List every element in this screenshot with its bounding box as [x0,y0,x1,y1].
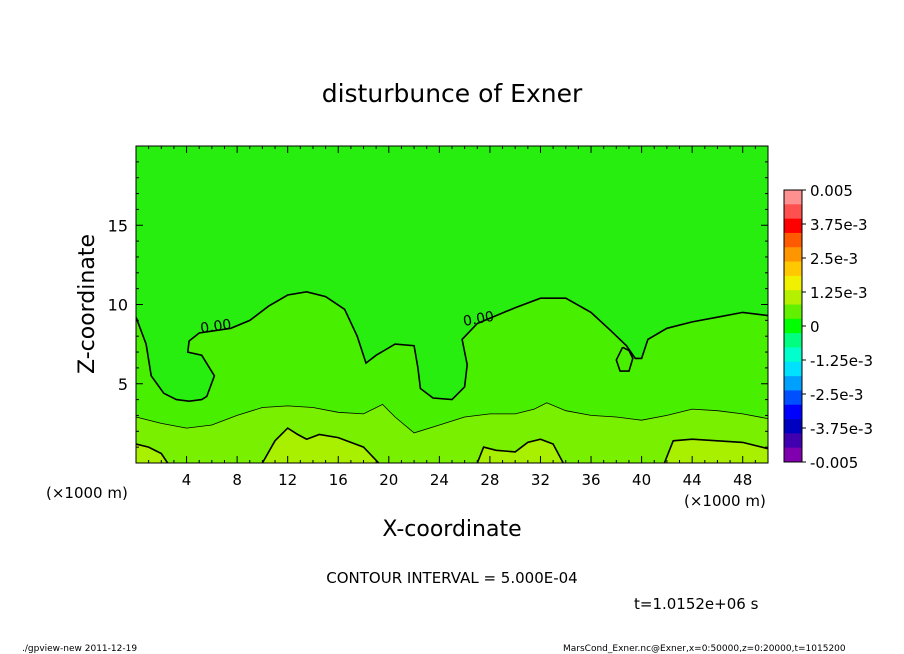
x-tick-label-40: 40 [632,471,651,489]
colorbar-label: 0.005 [810,182,853,200]
colorbar-swatch-13 [784,361,802,377]
y-tick-label-5: 5 [118,375,128,394]
x-tick-label-48: 48 [733,471,752,489]
colorbar-swatch-15 [784,390,802,406]
colorbar-swatch-4 [784,232,802,248]
y-tick-label-10: 10 [108,296,128,315]
x-tick-label-8: 8 [232,471,242,489]
x-tick-label-28: 28 [480,471,499,489]
colorbar-swatch-1 [784,190,802,205]
contour-line-5 [261,427,380,463]
colorbar-label: 2.5e-3 [810,250,858,268]
y-axis: 5 10 15 [108,161,768,448]
colorbar-swatch-8 [784,290,802,305]
x-tick-label-12: 12 [278,471,297,489]
footer-right: MarsCond_Exner.nc@Exner,x=0:50000,z=0:20… [563,644,846,654]
colorbar-swatch-19 [784,447,802,463]
y-tick-label-15: 15 [108,216,128,235]
band-above-1e-3-3 [477,439,564,463]
colorbar-swatch-12 [784,347,802,363]
contour-line-4 [136,443,169,463]
contour-interval-text: CONTOUR INTERVAL = 5.000E-04 [326,569,577,587]
colorbar-label: 1.25e-3 [810,284,868,302]
colorbar-label: -0.005 [810,454,858,472]
colorbar-swatch-7 [784,275,802,291]
x-tick-label-32: 32 [531,471,550,489]
colorbar-label: -1.25e-3 [810,352,873,370]
x-tick-label-4: 4 [182,471,192,489]
x-tick-label-24: 24 [430,471,449,489]
colorbar-label: 0 [810,318,820,336]
colorbar-swatch-16 [784,404,802,420]
footer-left: ./gpview-new 2011-12-19 [22,644,137,654]
colorbar-label: 3.75e-3 [810,216,868,234]
colorbar-swatch-3 [784,218,802,234]
x-tick-label-44: 44 [683,471,702,489]
x-tick-label-20: 20 [379,471,398,489]
colorbar-swatch-14 [784,376,802,391]
x-tick-label-36: 36 [581,471,600,489]
x-unit-left: (×1000 m) [46,484,128,502]
time-text: t=1.0152e+06 s [634,595,759,613]
contour-label-1: 0.00 [199,317,232,337]
contour-line-2 [615,346,634,372]
band-above-1e-3-2 [262,428,379,463]
colorbar-label: -2.5e-3 [810,386,863,404]
colorbar-swatch-5 [784,247,802,262]
band-above-1e-3-4 [664,439,768,463]
colorbar: 0.005 3.75e-3 2.5e-3 1.25e-3 0 -1.25e-3 -2.5e-… [783,182,873,472]
colorbar-swatch-18 [784,433,802,448]
colorbar-swatch-17 [784,419,802,434]
chart-title: disturbunce of Exner [322,79,583,108]
colorbar-swatch-10 [784,318,802,334]
x-unit-right: (×1000 m) [684,492,766,510]
contour-lines [136,290,768,463]
plot-area: 0.00 0.00 [135,145,769,464]
band-above-1e-3-1 [136,444,168,463]
colorbar-swatch-9 [784,304,802,320]
contour-line-6 [476,438,564,463]
contour-label-2: 0.00 [462,309,495,330]
field-bands [136,291,768,463]
contour-line-7 [663,438,768,463]
colorbar-label: -3.75e-3 [810,420,873,438]
contour-line-3 [136,402,768,434]
colorbar-swatch-6 [784,261,802,277]
x-axis: 4 8 12 16 20 24 28 32 36 40 44 48 [148,146,756,489]
x-tick-label-16: 16 [329,471,348,489]
colorbar-swatch-11 [784,333,802,348]
colorbar-swatch-2 [784,204,802,219]
y-axis-label: Z-coordinate [75,234,100,374]
x-axis-label: X-coordinate [382,517,521,542]
